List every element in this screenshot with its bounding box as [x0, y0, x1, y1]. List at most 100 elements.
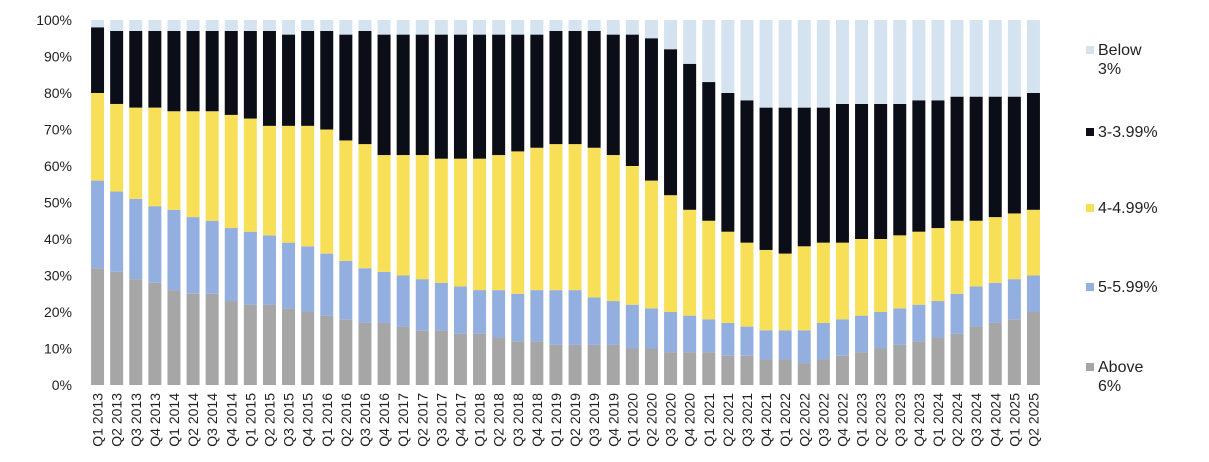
- bar-segment-2: [835, 242, 849, 320]
- legend-label: 5-5.99%: [1098, 279, 1158, 296]
- x-tick-label: Q4 2014: [223, 393, 239, 447]
- bar-segment-4: [664, 20, 678, 50]
- bar-stack: [950, 20, 964, 385]
- bar-segment-0: [950, 333, 964, 385]
- x-tick-label: Q4 2019: [605, 393, 621, 447]
- bar-segment-1: [587, 297, 601, 345]
- bar-segment-3: [492, 34, 506, 156]
- bar-segment-1: [644, 308, 658, 349]
- bar-segment-0: [625, 348, 639, 385]
- bar-segment-1: [186, 217, 200, 294]
- bar-segment-1: [931, 301, 945, 338]
- x-tick-label: Q3 2013: [128, 393, 144, 447]
- bar-stack: [702, 20, 716, 385]
- legend-label: 6%: [1098, 378, 1121, 395]
- bar-segment-4: [721, 20, 735, 93]
- bar-segment-1: [282, 242, 296, 309]
- bar-segment-4: [625, 20, 639, 35]
- bar-segment-2: [492, 155, 506, 291]
- x-tick-label: Q2 2013: [109, 393, 125, 447]
- bar-segment-2: [664, 195, 678, 312]
- bar-segment-3: [606, 34, 620, 156]
- bar-stack: [644, 20, 658, 385]
- x-tick-label: Q2 2014: [185, 393, 201, 447]
- bar-segment-1: [205, 220, 219, 294]
- bar-segment-2: [205, 111, 219, 221]
- x-tick-label: Q4 2022: [834, 393, 850, 447]
- y-tick-label: 30%: [44, 268, 72, 284]
- bar-segment-0: [874, 348, 888, 385]
- bar-segment-0: [587, 344, 601, 385]
- bar-segment-3: [320, 30, 334, 130]
- bar-segment-4: [434, 20, 448, 35]
- bar-segment-3: [797, 107, 811, 247]
- bar-segment-4: [186, 20, 200, 31]
- bar-segment-0: [91, 268, 105, 385]
- legend-item: 3-3.99%: [1086, 124, 1158, 141]
- bar-segment-2: [167, 111, 181, 210]
- bar-stack: [415, 20, 429, 385]
- bar-stack: [778, 20, 792, 385]
- bar-stack: [320, 20, 334, 385]
- bar-segment-2: [186, 111, 200, 218]
- x-tick-label: Q3 2015: [281, 393, 297, 447]
- bar-stack: [1026, 20, 1040, 385]
- legend-swatch: [1086, 46, 1094, 54]
- x-tick-label: Q4 2015: [300, 393, 316, 447]
- x-tick-label: Q1 2016: [319, 393, 335, 447]
- bar-segment-3: [816, 107, 830, 243]
- bar-segment-2: [358, 144, 372, 269]
- bar-segment-0: [262, 304, 276, 385]
- bar-stack: [492, 20, 506, 385]
- bar-segment-0: [415, 330, 429, 385]
- bar-segment-1: [530, 290, 544, 342]
- bar-segment-1: [396, 275, 410, 327]
- legend: Below 3% 3-3.99% 4-4.99% 5-5.99% Above 6%: [1086, 42, 1158, 395]
- x-tick-label: Q3 2019: [586, 393, 602, 447]
- bar-segment-3: [453, 34, 467, 159]
- x-tick-label: Q2 2015: [261, 393, 277, 447]
- legend-label: Below: [1098, 42, 1142, 59]
- bar-segment-0: [740, 355, 754, 385]
- bar-segment-3: [377, 34, 391, 156]
- bar-segment-1: [549, 290, 563, 345]
- x-tick-label: Q2 2022: [796, 393, 812, 447]
- bar-segment-4: [797, 20, 811, 108]
- bar-segment-3: [969, 96, 983, 221]
- bar-stack: [606, 20, 620, 385]
- bar-stack: [568, 20, 582, 385]
- bar-segment-3: [549, 30, 563, 145]
- bar-segment-0: [453, 333, 467, 385]
- bar-segment-4: [855, 20, 869, 104]
- x-tick-label: Q4 2023: [911, 393, 927, 447]
- bar-segment-0: [396, 326, 410, 385]
- bar-segment-2: [721, 231, 735, 323]
- bar-segment-2: [874, 239, 888, 312]
- y-tick-label: 70%: [44, 122, 72, 138]
- bar-stack: [912, 20, 926, 385]
- legend-item: Above 6%: [1086, 359, 1143, 395]
- bar-segment-3: [644, 38, 658, 181]
- bar-segment-4: [320, 20, 334, 31]
- bar-segment-1: [453, 286, 467, 334]
- bar-segment-1: [835, 319, 849, 356]
- x-tick-label: Q3 2017: [433, 393, 449, 447]
- bar-segment-0: [358, 322, 372, 385]
- bar-segment-2: [110, 103, 124, 192]
- bar-segment-0: [816, 359, 830, 385]
- bar-segment-2: [644, 180, 658, 309]
- bar-segment-1: [1007, 279, 1021, 320]
- y-tick-label: 100%: [36, 12, 72, 28]
- bar-segment-0: [1007, 319, 1021, 385]
- bar-segment-1: [110, 191, 124, 272]
- bar-segment-3: [893, 103, 907, 236]
- bar-segment-4: [950, 20, 964, 97]
- bar-segment-0: [721, 355, 735, 385]
- bar-stack: [740, 20, 754, 385]
- bar-segment-1: [1026, 275, 1040, 312]
- bar-stack: [1007, 20, 1021, 385]
- bar-segment-4: [587, 20, 601, 31]
- bar-segment-1: [855, 315, 869, 353]
- x-tick-label: Q2 2018: [491, 393, 507, 447]
- legend-label: 3%: [1098, 61, 1121, 78]
